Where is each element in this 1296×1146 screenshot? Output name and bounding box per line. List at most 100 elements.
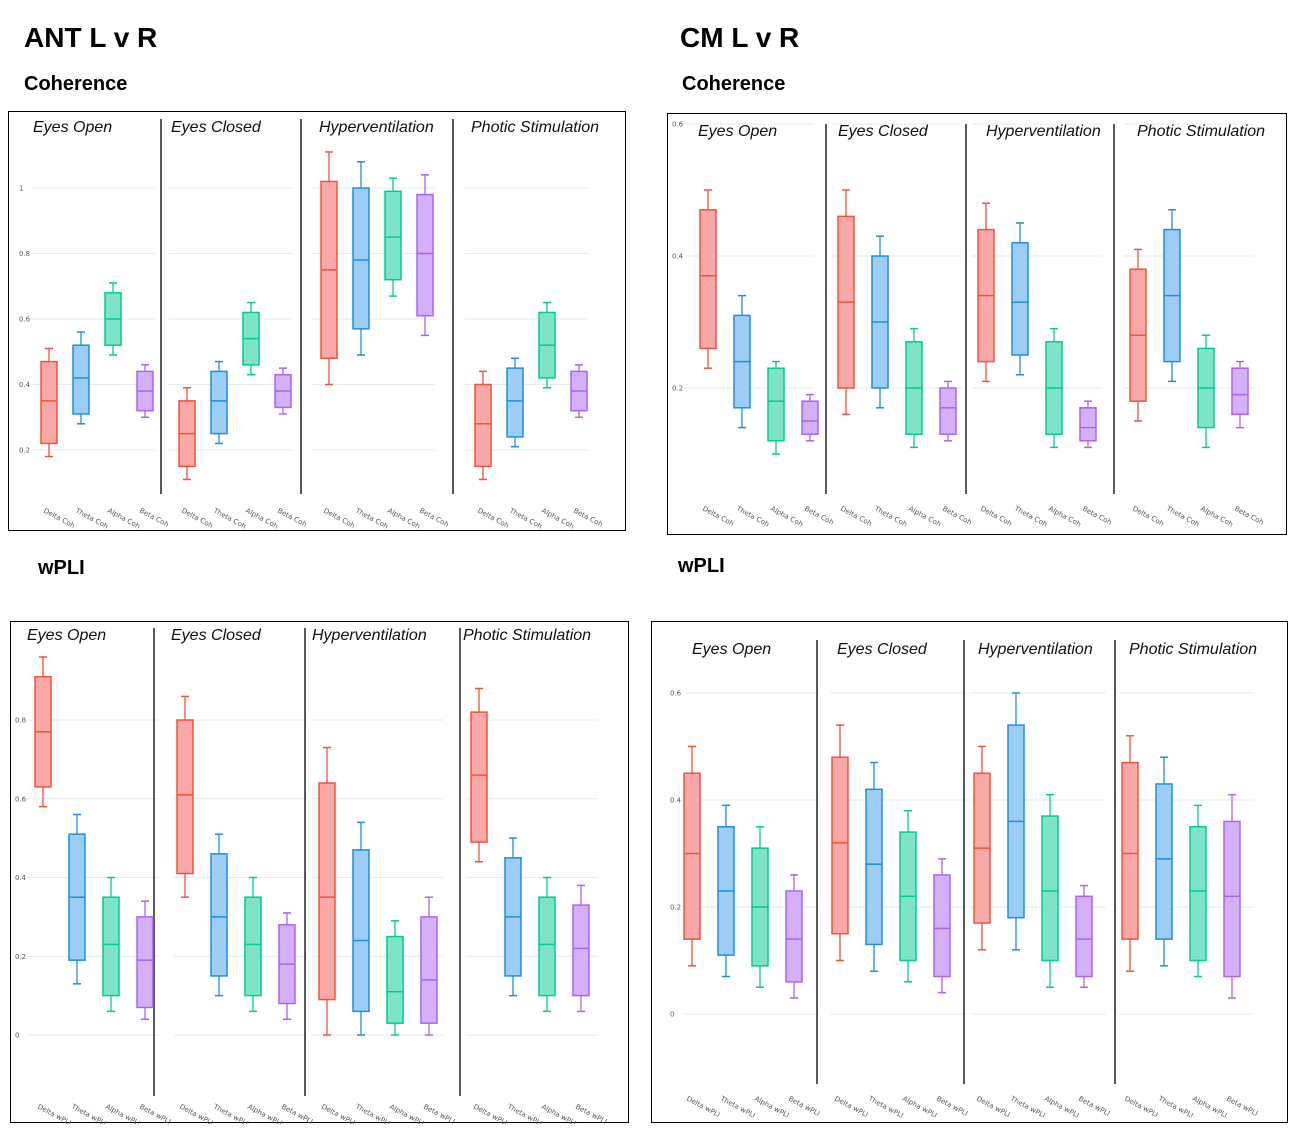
box-beta-wpli [136, 900, 154, 1020]
x-tick-label: Beta Coh [572, 507, 604, 529]
iqr-box [801, 400, 819, 435]
y-tick-label: 0.2 [672, 385, 683, 393]
box-delta-wpli [973, 745, 991, 951]
y-tick-label: 0 [15, 1032, 19, 1040]
iqr-box [352, 187, 370, 330]
y-tick-label: 0.6 [15, 795, 27, 803]
panel-title: Eyes Closed [837, 641, 928, 658]
x-tick-label: Delta wPLI [472, 1103, 508, 1124]
x-tick-label: Beta Coh [941, 505, 973, 527]
panel-title: Eyes Closed [171, 119, 262, 136]
panel-title: Photic Stimulation [471, 119, 599, 136]
iqr-box [474, 383, 492, 468]
x-tick-label: Beta Coh [418, 507, 450, 529]
iqr-box [420, 916, 438, 1024]
right-section-title: CM L v R [680, 22, 800, 53]
iqr-box [72, 344, 90, 415]
x-tick-label: Alpha Coh [769, 505, 804, 529]
iqr-box [785, 890, 803, 983]
x-tick-label: Delta Coh [979, 505, 1013, 528]
iqr-box [352, 849, 370, 1013]
x-tick-label: Alpha wPLI [540, 1103, 577, 1124]
box-alpha-coh [1045, 327, 1063, 449]
x-tick-label: Theta Coh [734, 504, 770, 528]
box-delta-coh [178, 387, 196, 481]
iqr-box [318, 782, 336, 1001]
iqr-box [1079, 407, 1097, 442]
x-tick-label: Delta Coh [839, 505, 873, 528]
box-beta-coh [416, 174, 434, 337]
box-delta-coh [474, 370, 492, 481]
box-delta-wpli [34, 656, 52, 808]
box-theta-wpli [1155, 756, 1173, 967]
iqr-box [767, 367, 785, 442]
x-tick-label: Theta Coh [1164, 504, 1200, 528]
box-beta-coh [801, 393, 819, 442]
box-theta-coh [1011, 222, 1029, 376]
panel-title: Hyperventilation [319, 119, 434, 136]
x-tick-label: Delta Coh [42, 507, 76, 530]
box-delta-coh [40, 347, 58, 458]
box-delta-coh [1129, 248, 1147, 422]
box-beta-coh [570, 364, 588, 418]
box-alpha-wpli [102, 876, 120, 1013]
x-tick-label: Theta Coh [507, 506, 543, 530]
box-beta-wpli [933, 858, 951, 994]
y-tick-label: 0.4 [670, 797, 682, 805]
x-tick-label: Alpha Coh [386, 507, 421, 531]
x-tick-label: Delta wPLI [320, 1103, 356, 1124]
iqr-box [1231, 367, 1249, 416]
box-delta-wpli [470, 687, 488, 863]
x-tick-label: Theta Coh [872, 504, 908, 528]
ant-coherence-chart: 0.2 0.4 0.6 0.8 1 Eyes Open Delta Coh Theta Coh… [8, 111, 626, 531]
box-delta-wpli [318, 746, 336, 1036]
x-tick-label: Alpha wPLI [1043, 1095, 1080, 1120]
box-alpha-coh [1197, 334, 1215, 449]
right-wpli-heading: wPLI [678, 555, 725, 577]
panel-title: Photic Stimulation [1137, 123, 1265, 140]
iqr-box [865, 788, 883, 946]
box-delta-coh [977, 202, 995, 383]
x-tick-label: Alpha wPLI [1191, 1095, 1228, 1120]
x-tick-label: Beta wPLI [422, 1103, 456, 1124]
box-theta-wpli [352, 821, 370, 1036]
x-tick-label: Beta Coh [1081, 505, 1113, 527]
iqr-box [831, 756, 849, 935]
iqr-box [1075, 895, 1093, 978]
box-beta-wpli [420, 896, 438, 1036]
x-tick-label: Delta wPLI [1123, 1095, 1159, 1119]
iqr-box [683, 772, 701, 940]
x-tick-label: Theta wPLI [718, 1094, 756, 1119]
box-delta-wpli [1121, 735, 1139, 972]
y-tick-label: 0.2 [19, 447, 30, 455]
panel-title: Eyes Closed [171, 627, 262, 644]
iqr-box [40, 360, 58, 445]
iqr-box [210, 853, 228, 977]
y-tick-label: 0.2 [15, 953, 26, 961]
box-delta-coh [699, 189, 717, 369]
cm-coherence-chart: 0.2 0.4 0.6 Eyes Open Delta Coh Theta Coh Alph… [667, 113, 1287, 535]
y-tick-label: 1 [19, 185, 23, 193]
x-tick-label: Delta Coh [1131, 505, 1165, 528]
box-alpha-wpli [899, 809, 917, 983]
box-theta-coh [72, 331, 90, 425]
x-tick-label: Beta Coh [138, 507, 170, 529]
y-tick-label: 0.6 [672, 121, 684, 129]
y-tick-label: 0.8 [15, 717, 26, 725]
box-alpha-wpli [1189, 804, 1207, 978]
panel-title: Hyperventilation [312, 627, 427, 644]
iqr-box [210, 370, 228, 435]
x-tick-label: Beta wPLI [574, 1103, 608, 1124]
box-delta-coh [837, 189, 855, 416]
y-tick-label: 0 [670, 1011, 674, 1019]
box-alpha-coh [905, 327, 923, 449]
panel-title: Eyes Open [33, 119, 112, 136]
iqr-box [1011, 242, 1029, 356]
box-alpha-coh [538, 301, 556, 389]
box-theta-wpli [504, 837, 522, 997]
x-tick-label: Theta wPLI [211, 1102, 249, 1124]
x-tick-label: Theta Coh [211, 506, 247, 530]
x-tick-label: Theta Coh [73, 506, 109, 530]
iqr-box [136, 916, 154, 1009]
